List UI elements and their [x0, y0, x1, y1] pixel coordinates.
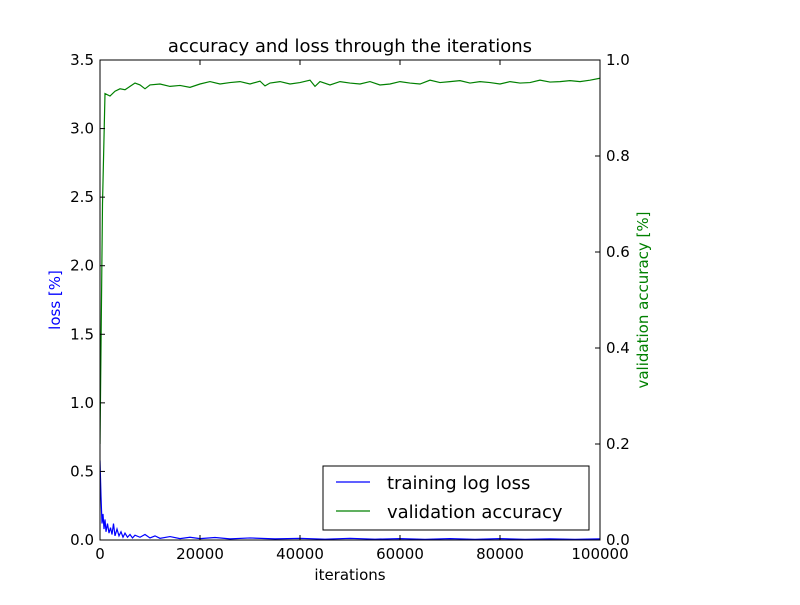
legend-frame	[322, 465, 590, 531]
x-axis-label: iterations	[314, 566, 385, 584]
y-right-tick-label: 0.0	[606, 531, 630, 549]
x-tick-label: 0	[95, 545, 105, 563]
legend: training log loss validation accuracy	[322, 465, 590, 531]
y-left-tick-label: 1.5	[70, 325, 94, 343]
y-right-tick-label: 1.0	[606, 51, 630, 69]
series-line-training-log-loss	[100, 460, 600, 540]
chart-title: accuracy and loss through the iterations	[168, 36, 532, 57]
y-right-tick-label: 0.2	[606, 435, 630, 453]
y-right-tick-label: 0.6	[606, 243, 630, 261]
x-tick-label: 100000	[571, 545, 628, 563]
x-tick-label: 60000	[376, 545, 424, 563]
y-left-tick-label: 1.0	[70, 394, 94, 412]
x-tick-label: 20000	[176, 545, 224, 563]
y-axis-left: 0.0 0.5 1.0 1.5 2.0 2.5 3.0 3.5	[70, 51, 105, 549]
plot-area	[100, 77, 600, 540]
y-axis-right-label: validation accuracy [%]	[634, 211, 652, 388]
y-left-tick-label: 3.0	[70, 120, 94, 138]
y-right-tick-label: 0.8	[606, 147, 630, 165]
y-left-tick-label: 0.5	[70, 462, 94, 480]
x-axis: 0 20000 40000 60000 80000 100000	[95, 60, 629, 563]
y-left-tick-label: 0.0	[70, 531, 94, 549]
y-left-tick-label: 3.5	[70, 51, 94, 69]
x-tick-label: 40000	[276, 545, 324, 563]
legend-label-loss: training log loss	[387, 473, 530, 494]
y-axis-right: 0.0 0.2 0.4 0.6 0.8 1.0	[595, 51, 630, 549]
y-axis-left-label: loss [%]	[46, 270, 64, 330]
y-left-tick-label: 2.5	[70, 188, 94, 206]
legend-label-accuracy: validation accuracy	[387, 502, 563, 523]
y-left-tick-label: 2.0	[70, 257, 94, 275]
series-line-validation-accuracy	[100, 77, 600, 445]
y-right-tick-label: 0.4	[606, 339, 630, 357]
x-tick-label: 80000	[476, 545, 524, 563]
plot-frame	[99, 59, 601, 541]
